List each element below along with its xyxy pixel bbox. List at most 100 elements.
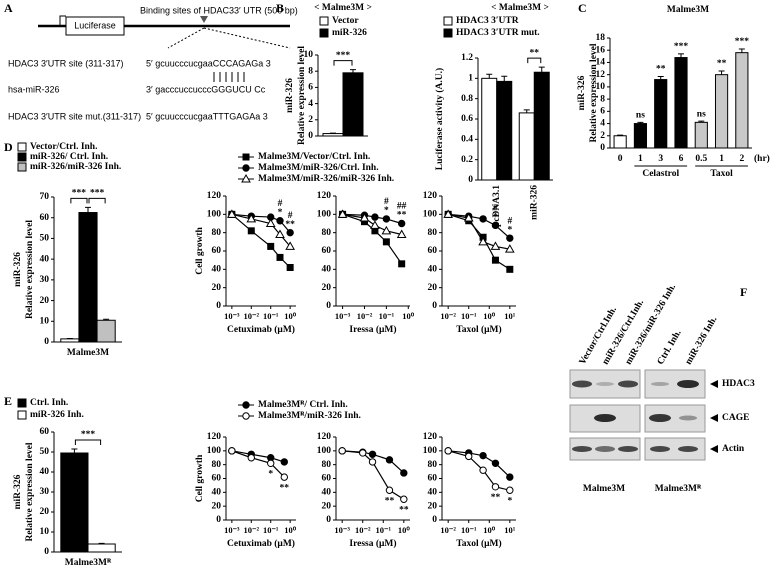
y-tick-label: 18	[596, 33, 606, 43]
y-axis-label: Cell growth	[195, 454, 205, 502]
x-tick-label: 10⁻³	[334, 525, 350, 535]
legend-label: Malme3M/Vector/Ctrl. Inh.	[258, 152, 370, 162]
marker	[276, 217, 284, 225]
marker	[444, 447, 452, 455]
series-line	[342, 450, 405, 500]
marker	[382, 238, 390, 246]
error-bar	[617, 134, 624, 136]
bar	[694, 121, 708, 149]
group-label: Celastrol	[642, 169, 679, 179]
bar	[342, 72, 364, 137]
x-tick-label: 10⁻²	[355, 525, 371, 535]
significance-label: **	[397, 211, 407, 221]
bar	[496, 80, 513, 181]
y-tick-label: 0	[468, 175, 473, 185]
significance-label: ns	[697, 109, 706, 119]
sequence: 5′ gcuucccucgaaTTTGAGAa 3	[146, 111, 268, 121]
marker	[247, 454, 255, 462]
x-tick-label: 10⁰	[284, 525, 297, 535]
x-tick-label: miR-326	[529, 185, 539, 220]
y-axis-label: Relative expression level	[25, 220, 35, 319]
error-bar	[350, 69, 356, 73]
row-label: HDAC3 3′UTR site (311-317)	[8, 58, 124, 68]
site-marker	[200, 16, 208, 23]
y-tick-label: 60	[322, 474, 332, 484]
legend-swatch	[17, 142, 27, 152]
marker	[506, 265, 514, 273]
pairing-lines	[213, 72, 245, 82]
legend-label: miR-326/ Ctrl. Inh.	[30, 152, 108, 162]
y-tick-label: 120	[423, 432, 438, 442]
panel-label: B	[276, 1, 284, 15]
panel-label: F	[740, 285, 747, 299]
marker	[280, 458, 288, 466]
sequence: 5′ gcuucccucgaaCCCAGAGa 3	[146, 58, 271, 68]
significance-label: **	[280, 483, 290, 493]
significance-label: *	[278, 208, 283, 218]
marker	[479, 451, 487, 460]
y-tick-label: 0.4	[461, 135, 473, 145]
x-tick-label: 10⁰	[483, 311, 496, 321]
error-bar	[85, 206, 91, 213]
marker	[247, 227, 255, 235]
y-tick-label: 0	[326, 301, 331, 311]
significance-label: **	[399, 505, 409, 515]
x-tick-label: 1	[638, 154, 643, 164]
y-tick-label: 20	[322, 501, 332, 511]
y-tick-label: 8	[600, 94, 605, 104]
legend-label: miR-326	[332, 28, 367, 38]
y-tick-label: 0.8	[461, 94, 473, 104]
bar	[674, 57, 688, 149]
x-tick-label: 10⁻²	[440, 311, 456, 321]
marker	[400, 469, 408, 477]
marker	[506, 486, 514, 494]
y-tick-label: 20	[40, 296, 50, 306]
legend-swatch	[17, 410, 27, 420]
y-tick-label: 16	[596, 45, 606, 55]
marker	[228, 447, 236, 455]
marker	[226, 209, 237, 218]
y-tick-label: 12	[596, 70, 606, 80]
marker	[506, 473, 514, 481]
y-axis-label: Relative expression level	[297, 46, 307, 145]
marker	[479, 466, 487, 474]
significance-bracket	[333, 60, 353, 66]
marker	[359, 212, 370, 222]
x-tick-label: 10⁰	[483, 525, 496, 535]
significance-label: **	[717, 59, 727, 69]
significance-label: #	[507, 216, 512, 226]
y-tick-label: 8	[308, 66, 313, 76]
y-tick-label: 80	[322, 460, 332, 470]
sequence: 3′ gacccuccucccGGGUCU Cc	[146, 84, 266, 94]
marker	[443, 209, 454, 218]
arrow	[710, 445, 718, 453]
marker	[397, 219, 406, 228]
lane-label: Ctrl. Inh.	[656, 328, 684, 366]
y-tick-label: 120	[207, 191, 222, 201]
marker	[396, 229, 407, 238]
bar	[481, 77, 498, 181]
band-label: CAGE	[722, 413, 749, 423]
panel-label: E	[4, 394, 12, 408]
bar	[533, 71, 550, 181]
marker	[478, 236, 488, 246]
construct-diagram: Luciferase Binding sites of HDAC33′ UTR …	[8, 5, 298, 121]
y-tick-label: 2	[308, 115, 313, 125]
y-tick-label: 60	[428, 474, 438, 484]
arrow	[710, 380, 718, 388]
y-tick-label: 100	[423, 210, 438, 220]
error-bar	[103, 318, 110, 321]
x-tick-label: 10⁻¹	[375, 525, 391, 535]
x-axis-label: Iressa (μM)	[349, 324, 396, 335]
y-tick-label: 60	[40, 213, 50, 223]
legend-label: miR-326 Inh.	[30, 410, 84, 420]
y-axis-label: miR-326	[13, 252, 23, 287]
significance-label: ***	[674, 42, 689, 52]
bar	[322, 133, 344, 137]
legend-label: HDAC3 3′UTR mut.	[456, 28, 540, 38]
row-label: HDAC3 3′UTR site mut.(311-317)	[8, 111, 141, 121]
x-tick-label: pcDNA3.1	[492, 185, 502, 227]
series-line	[448, 450, 510, 491]
error-bar	[718, 70, 725, 75]
legend-label: Vector/Ctrl. Inh.	[30, 142, 97, 152]
